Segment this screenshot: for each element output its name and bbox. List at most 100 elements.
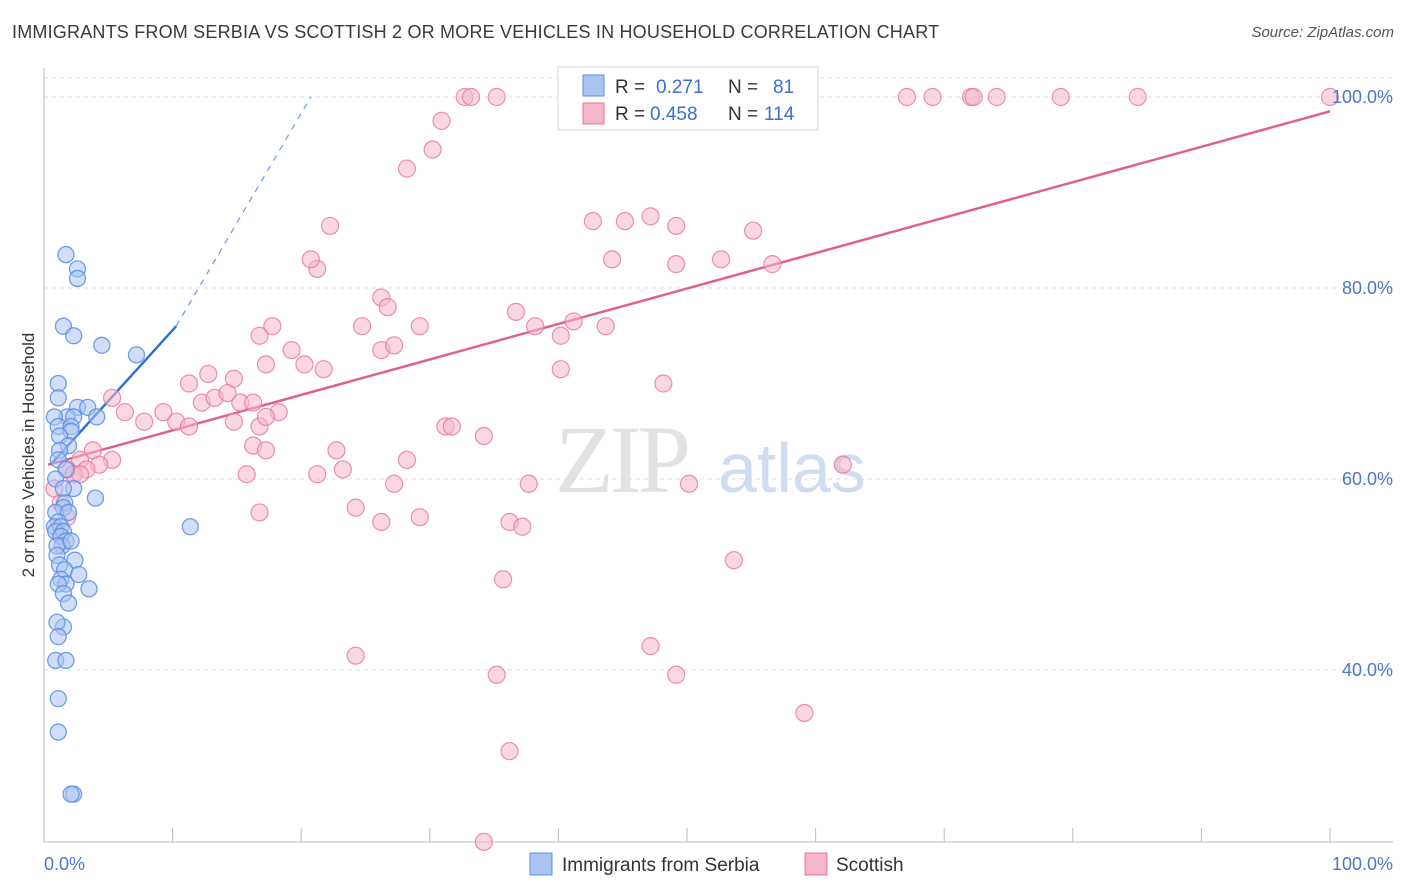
data-point-serbia: [68, 269, 87, 288]
data-point-scottish: [256, 355, 276, 374]
x-tick-label-min: 0.0%: [44, 854, 85, 874]
data-point-scottish: [763, 255, 782, 274]
data-point-scottish: [327, 441, 346, 460]
data-point-scottish: [352, 317, 372, 336]
data-point-scottish: [250, 326, 269, 345]
legend-r-value-serbia: 0.271: [656, 77, 704, 98]
data-point-serbia: [49, 374, 67, 393]
data-point-serbia: [86, 489, 105, 507]
data-point-scottish: [474, 426, 493, 446]
data-point-scottish: [372, 512, 391, 532]
bottom-legend-swatch-serbia: [529, 852, 553, 876]
data-point-scottish: [218, 383, 237, 403]
data-point-scottish: [256, 441, 276, 460]
points-scottish: [45, 87, 1340, 852]
data-point-scottish: [154, 403, 173, 422]
data-point-scottish: [1128, 87, 1147, 107]
data-point-scottish: [564, 312, 583, 331]
data-point-scottish: [1320, 87, 1340, 107]
legend-r-label: R =: [615, 77, 645, 98]
data-point-scottish: [314, 360, 333, 379]
legend-n-value-serbia: 81: [773, 77, 794, 98]
data-point-scottish: [397, 450, 417, 469]
data-point-serbia: [49, 627, 67, 646]
data-point-scottish: [179, 374, 199, 393]
data-point-scottish: [397, 159, 417, 178]
data-point-scottish: [423, 140, 442, 159]
data-point-serbia: [181, 518, 199, 536]
data-point-scottish: [583, 212, 602, 231]
data-point-scottish: [224, 412, 243, 431]
data-point-scottish: [602, 250, 622, 269]
data-point-scottish: [263, 317, 282, 336]
data-point-scottish: [833, 455, 852, 474]
trend-line-serbia-dashed: [175, 96, 312, 327]
bottom-legend-label-scottish: Scottish: [836, 855, 904, 876]
data-point-serbia: [57, 245, 75, 264]
legend-n-label: N =: [728, 104, 758, 125]
data-point-scottish: [724, 551, 743, 570]
data-point-serbia: [80, 580, 98, 598]
data-point-scottish: [679, 474, 699, 493]
data-point-scottish: [295, 355, 314, 374]
data-point-serbia: [49, 690, 67, 708]
chart-title: IMMIGRANTS FROM SERBIA VS SCOTTISH 2 OR …: [12, 22, 940, 42]
data-point-scottish: [487, 87, 506, 107]
y-tick-label: 60.0%: [1342, 469, 1393, 489]
data-point-scottish: [551, 326, 570, 345]
data-point-scottish: [667, 665, 686, 684]
data-point-scottish: [506, 302, 526, 321]
legend-swatch-serbia: [582, 74, 605, 97]
data-point-scottish: [987, 87, 1006, 107]
data-point-scottish: [1051, 87, 1070, 107]
data-point-serbia: [59, 594, 78, 612]
legend: R = 0.271 N = 81 R = 0.458 N = 114: [557, 66, 819, 131]
bottom-legend-swatch-scottish: [804, 852, 828, 876]
data-point-scottish: [487, 665, 506, 684]
y-tick-labels: 40.0% 60.0% 80.0% 100.0%: [1332, 87, 1393, 680]
legend-swatch-scottish: [582, 102, 605, 125]
y-tick-label: 80.0%: [1342, 278, 1393, 298]
legend-n-value-scottish: 114: [764, 104, 795, 125]
data-point-scottish: [346, 498, 365, 517]
data-point-serbia: [62, 785, 80, 803]
y-axis-title: 2 or more Vehicles in Household: [19, 333, 38, 578]
data-point-serbia: [64, 327, 83, 345]
trend-line-scottish-solid: [47, 110, 1331, 466]
data-point-serbia: [49, 389, 67, 407]
data-point-serbia: [93, 336, 111, 354]
data-point-serbia: [62, 532, 80, 550]
data-point-serbia: [48, 613, 66, 631]
legend-n-label: N =: [728, 77, 758, 98]
data-point-scottish: [102, 388, 122, 407]
data-point-scottish: [244, 393, 263, 412]
data-point-scottish: [667, 255, 686, 274]
bottom-legend: Immigrants from Serbia Scottish: [529, 852, 904, 876]
data-point-scottish: [346, 646, 365, 665]
axes: [43, 68, 1393, 843]
data-point-scottish: [526, 317, 545, 336]
data-point-scottish: [897, 87, 917, 107]
data-point-scottish: [641, 637, 660, 656]
trend-line-scottish: [47, 110, 1331, 466]
data-point-scottish: [320, 216, 340, 236]
legend-r-label: R =: [615, 104, 645, 125]
data-point-scottish: [461, 87, 481, 107]
data-point-scottish: [179, 417, 199, 436]
data-point-scottish: [667, 216, 686, 236]
y-tick-label: 40.0%: [1342, 660, 1393, 680]
data-point-scottish: [596, 317, 615, 336]
data-point-scottish: [442, 417, 461, 436]
data-point-serbia: [54, 479, 73, 498]
data-point-scottish: [282, 340, 301, 360]
data-point-scottish: [494, 570, 513, 589]
data-point-scottish: [500, 742, 519, 761]
data-point-scottish: [964, 87, 983, 107]
data-point-scottish: [237, 465, 256, 484]
data-point-scottish: [711, 250, 731, 269]
data-point-scottish: [199, 364, 218, 384]
data-point-scottish: [385, 336, 404, 355]
data-point-serbia: [49, 723, 67, 741]
data-point-scottish: [135, 412, 154, 431]
